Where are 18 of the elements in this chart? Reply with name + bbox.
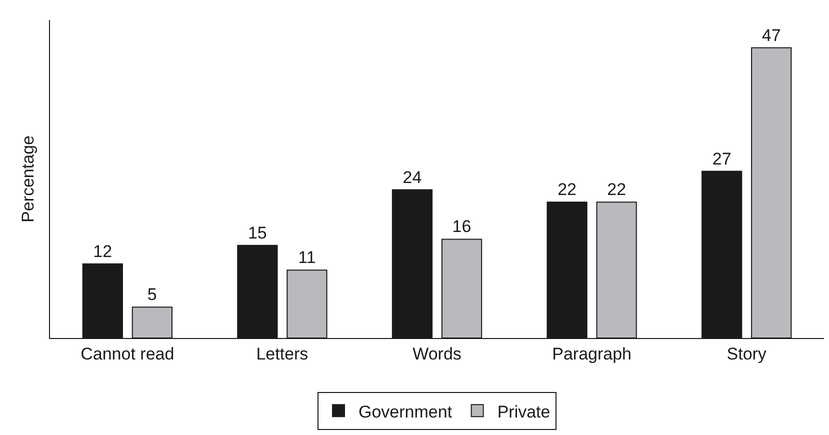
x-tick-label: Paragraph bbox=[552, 344, 632, 364]
x-tick-label: Letters bbox=[256, 344, 308, 364]
x-tick-label: Cannot read bbox=[80, 344, 174, 364]
data-label: 11 bbox=[298, 248, 316, 268]
data-label: 27 bbox=[712, 149, 732, 168]
data-label: 16 bbox=[452, 217, 472, 236]
legend-label: Private bbox=[497, 402, 550, 422]
data-label: 24 bbox=[402, 168, 422, 187]
data-label: 5 bbox=[147, 285, 157, 304]
x-tick-label: Story bbox=[726, 344, 767, 364]
data-label: 12 bbox=[93, 242, 112, 261]
data-label: 22 bbox=[607, 180, 626, 200]
data-label: 47 bbox=[762, 26, 781, 45]
legend-label: Government bbox=[358, 402, 452, 422]
y-axis-title: Percentage bbox=[18, 136, 38, 222]
data-label: 15 bbox=[248, 223, 267, 242]
x-tick-label: Words bbox=[412, 344, 462, 364]
data-label: 22 bbox=[558, 180, 576, 200]
